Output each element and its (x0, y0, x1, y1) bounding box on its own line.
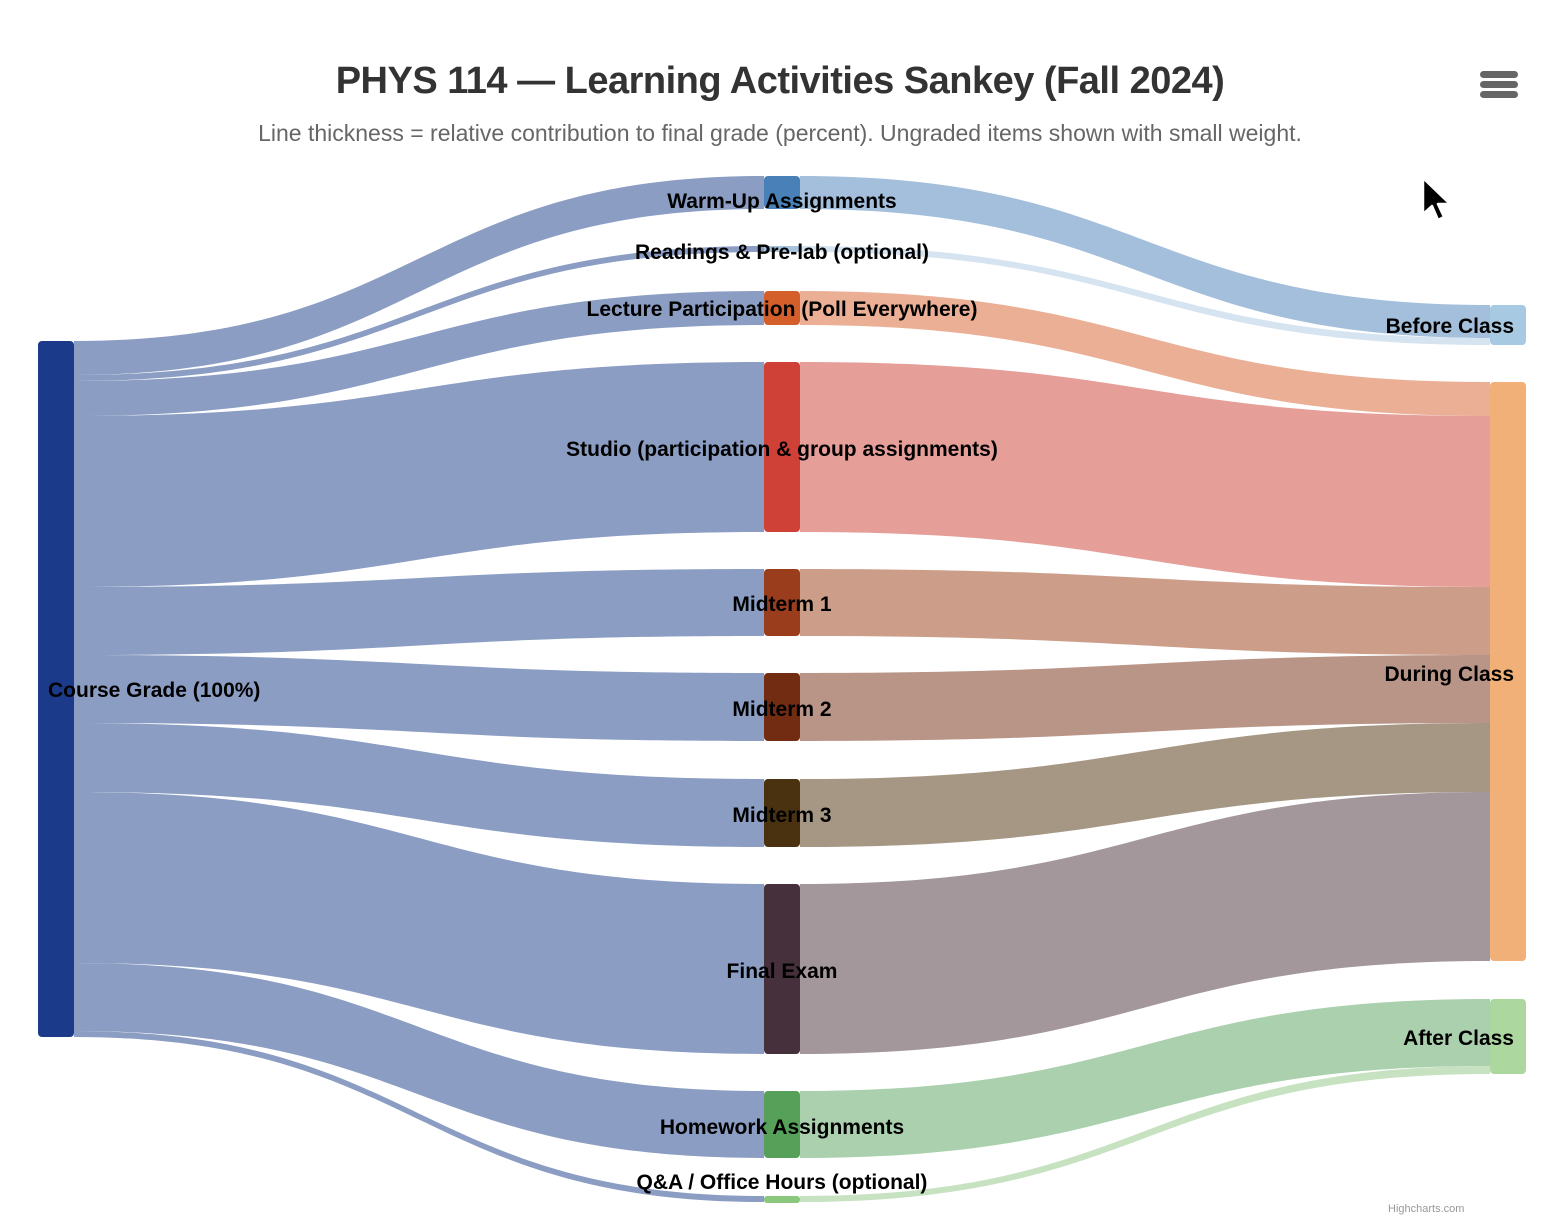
link-course-lecture[interactable] (74, 291, 764, 416)
link-course-homework[interactable] (74, 963, 764, 1158)
mouse-pointer-icon (1421, 176, 1452, 222)
node-after-class[interactable] (1490, 999, 1526, 1074)
node-final[interactable] (764, 884, 800, 1054)
chart-title: PHYS 114 — Learning Activities Sankey (F… (335, 60, 1225, 102)
credits-link[interactable]: Highcharts.com (1388, 1203, 1465, 1215)
menu-bar (1480, 81, 1518, 88)
label-qa: Q&A / Office Hours (optional) (637, 1171, 928, 1194)
link-midterm3-during[interactable] (800, 723, 1490, 847)
links-source (74, 176, 764, 1202)
link-course-midterm1[interactable] (74, 569, 764, 655)
label-final: Final Exam (727, 960, 838, 983)
label-course-grade: Course Grade (100%) (48, 679, 260, 702)
link-midterm1-during[interactable] (800, 569, 1490, 655)
link-readings-before[interactable] (800, 246, 1490, 345)
menu-bar (1480, 91, 1518, 98)
nodes (38, 176, 1526, 1203)
link-homework-after[interactable] (800, 999, 1490, 1158)
label-after-class: After Class (1403, 1027, 1514, 1050)
menu-bar (1480, 71, 1518, 78)
hamburger-menu-icon[interactable] (1478, 68, 1520, 104)
link-course-warmup[interactable] (74, 176, 764, 375)
node-midterm3[interactable] (764, 779, 800, 847)
node-studio[interactable] (764, 362, 800, 532)
node-labels: Course Grade (100%) Warm-Up Assignments … (48, 190, 1514, 1194)
node-during-class[interactable] (1490, 382, 1526, 961)
node-midterm1[interactable] (764, 569, 800, 636)
label-during-class: During Class (1384, 663, 1514, 686)
link-studio-during[interactable] (800, 362, 1490, 587)
node-readings[interactable] (764, 246, 800, 252)
node-course-grade[interactable] (38, 341, 74, 1037)
link-course-studio[interactable] (74, 362, 764, 587)
label-midterm1: Midterm 1 (732, 593, 832, 616)
label-midterm2: Midterm 2 (732, 698, 831, 721)
node-qa[interactable] (764, 1196, 800, 1203)
label-lecture: Lecture Participation (Poll Everywhere) (587, 298, 978, 321)
link-warmup-before[interactable] (800, 176, 1490, 338)
link-final-during[interactable] (800, 792, 1490, 1054)
link-course-final[interactable] (74, 792, 764, 1054)
link-qa-after[interactable] (800, 1066, 1490, 1202)
link-course-midterm2[interactable] (74, 655, 764, 741)
link-course-readings[interactable] (74, 246, 764, 381)
link-lecture-during[interactable] (800, 291, 1490, 416)
node-before-class[interactable] (1490, 305, 1526, 345)
label-midterm3: Midterm 3 (732, 804, 831, 827)
label-homework: Homework Assignments (660, 1116, 904, 1139)
links-target (800, 176, 1490, 1202)
label-warmup: Warm-Up Assignments (667, 190, 896, 213)
label-studio: Studio (participation & group assignment… (566, 438, 998, 461)
link-course-midterm3[interactable] (74, 723, 764, 847)
node-midterm2[interactable] (764, 673, 800, 741)
link-course-qa[interactable] (74, 1031, 764, 1202)
label-readings: Readings & Pre-lab (optional) (635, 241, 929, 264)
node-lecture[interactable] (764, 291, 800, 325)
node-homework[interactable] (764, 1091, 800, 1158)
label-before-class: Before Class (1386, 315, 1514, 338)
node-warmup[interactable] (764, 176, 800, 209)
chart-subtitle: Line thickness = relative contribution t… (258, 120, 1302, 146)
link-midterm2-during[interactable] (800, 655, 1490, 741)
